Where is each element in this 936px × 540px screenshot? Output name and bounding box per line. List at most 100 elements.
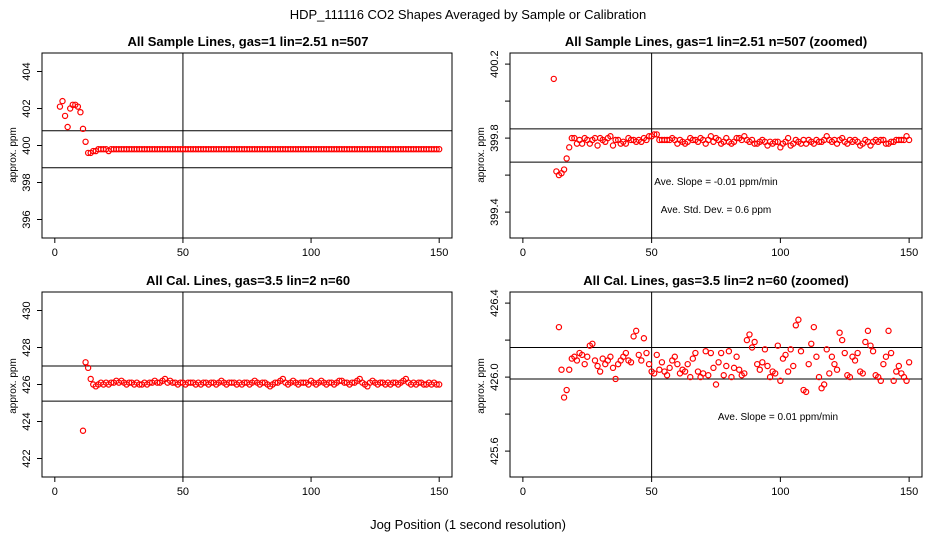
cal-zoomed-data-point <box>836 329 843 336</box>
cal-zoomed-data-point <box>831 360 838 368</box>
cal-zoomed-data-point <box>581 360 588 368</box>
cal-zoomed-data-point <box>674 360 681 368</box>
cal-zoomed-data-point <box>759 359 766 366</box>
cal-zoomed-data-point <box>607 353 614 360</box>
cal-zoomed-data-point <box>748 344 756 351</box>
figure-suptitle: HDP_111116 CO2 Shapes Averaged by Sample… <box>290 7 647 22</box>
x-tick-label: 50 <box>177 486 189 498</box>
cal-zoomed-data-point <box>802 388 810 396</box>
panel-sample-zoomed-plot: 0 50 100 150 399.4 399.8 400.2 Ave. Slope = -0.… <box>489 50 923 259</box>
x-tick-label: 0 <box>520 486 526 498</box>
y-tick-label: 399.8 <box>489 124 501 152</box>
x-tick-label: 0 <box>52 247 58 259</box>
sample-zoomed-data-point <box>607 133 614 140</box>
cal-zoomed-data-point <box>756 366 763 373</box>
cal-zoomed-data-point <box>694 368 702 375</box>
panel-sample-ylabel: approx. ppm <box>8 127 19 183</box>
sample-zoomed-data-point <box>578 140 586 147</box>
cal-zoomed-data-point <box>705 372 712 379</box>
x-tick-label: 100 <box>771 486 789 498</box>
cal-zoomed-data-point <box>841 349 848 357</box>
x-tick-label: 150 <box>900 247 918 259</box>
cal-zoomed-data-point <box>810 323 818 331</box>
cal-zoomed-data-point <box>795 316 802 323</box>
cal-zoomed-data-point <box>717 349 725 357</box>
x-tick-label: 150 <box>900 486 918 498</box>
cal-zoomed-annotation: Ave. Slope = 0.01 ppm/min <box>718 412 838 423</box>
cal-zoomed-data-point <box>784 368 792 375</box>
y-tick-label: 404 <box>21 62 33 80</box>
panel-cal-title: All Cal. Lines, gas=3.5 lin=2 n=60 <box>146 273 350 288</box>
cal-zoomed-data-point <box>862 338 869 346</box>
cal-zoomed-data-point <box>859 370 866 377</box>
cal-zoomed-data-point <box>560 394 568 401</box>
x-tick-label: 100 <box>302 486 320 498</box>
cal-zoomed-data-point <box>584 353 591 360</box>
sample-zoomed-data-point <box>898 136 905 144</box>
sample-zoomed-data-point <box>568 134 576 142</box>
cal-zoomed-data-point <box>895 362 903 370</box>
sample-zoomed-data-point <box>563 155 570 162</box>
y-tick-label: 424 <box>21 412 33 430</box>
cal-zoomed-data-point <box>596 368 604 375</box>
x-tick-label: 50 <box>177 247 189 259</box>
panel-cal-zoomed: All Cal. Lines, gas=3.5 lin=2 n=60 (zoom… <box>476 273 923 498</box>
cal-zoomed-data-point <box>764 362 771 370</box>
cal-zoomed-data-point <box>692 349 699 357</box>
x-tick-label: 0 <box>52 486 58 498</box>
cal-zoomed-data-point <box>653 351 660 359</box>
cal-zoomed-data-point <box>666 364 673 372</box>
cal-zoomed-data-point <box>826 370 833 377</box>
panel-cal-zoomed-title: All Cal. Lines, gas=3.5 lin=2 n=60 (zoom… <box>583 273 849 288</box>
cal-zoomed-data-point <box>630 333 637 340</box>
sample-data-point <box>435 145 443 153</box>
cal-zoomed-data-point <box>563 386 570 394</box>
cal-zoomed-data-point <box>813 353 820 360</box>
cal-data-point <box>87 375 94 383</box>
cal-zoomed-data-point <box>741 370 748 377</box>
y-tick-label: 426.4 <box>489 289 501 317</box>
cal-zoomed-data-point <box>566 366 573 373</box>
y-tick-label: 426.0 <box>489 363 501 391</box>
cal-zoomed-data-point <box>689 355 697 362</box>
y-tick-label: 398 <box>21 173 33 191</box>
panel-cal-ylabel: approx. ppm <box>8 358 19 414</box>
cal-zoomed-data-point <box>867 342 874 349</box>
cal-zoomed-data-point <box>612 375 619 383</box>
x-tick-label: 100 <box>771 247 789 259</box>
cal-zoomed-data-point <box>656 366 663 373</box>
cal-zoomed-data-point <box>851 357 859 364</box>
cal-zoomed-data-point <box>591 357 599 364</box>
plot-frame <box>509 291 923 478</box>
sample-data-point <box>433 145 440 153</box>
cal-zoomed-data-point <box>720 372 727 379</box>
y-tick-label: 422 <box>21 449 33 467</box>
panel-sample-zoomed-title: All Sample Lines, gas=1 lin=2.51 n=507 (… <box>565 34 867 49</box>
cal-zoomed-data-point <box>710 364 717 372</box>
cal-zoomed-data-point <box>772 370 779 377</box>
x-tick-label: 50 <box>646 247 658 259</box>
sample-zoomed-data-point <box>594 142 601 149</box>
figure-xlabel: Jog Position (1 second resolution) <box>370 517 566 532</box>
cal-zoomed-data-point <box>627 359 635 366</box>
cal-zoomed-data-point <box>702 348 709 355</box>
y-tick-label: 399.4 <box>489 198 501 226</box>
sample-zoomed-data-point <box>550 75 557 83</box>
cal-zoomed-data-point <box>761 346 769 353</box>
cal-zoomed-data-point <box>640 335 648 342</box>
cal-zoomed-data-point <box>643 349 650 357</box>
panel-sample: All Sample Lines, gas=1 lin=2.51 n=507 a… <box>8 34 453 259</box>
cal-zoomed-data-point <box>805 360 812 368</box>
cal-zoomed-data-point <box>707 349 715 357</box>
cal-zoomed-data-point <box>880 360 887 368</box>
y-tick-label: 428 <box>21 338 33 356</box>
cal-zoomed-data-point <box>635 351 642 359</box>
cal-data-point <box>433 381 440 388</box>
cal-zoomed-data-point <box>833 366 841 373</box>
y-tick-label: 425.6 <box>489 437 501 465</box>
sample-data-point <box>64 123 71 131</box>
cal-zoomed-data-point <box>687 373 694 381</box>
cal-zoomed-data-point <box>905 359 913 366</box>
cal-zoomed-data-point <box>599 355 606 362</box>
